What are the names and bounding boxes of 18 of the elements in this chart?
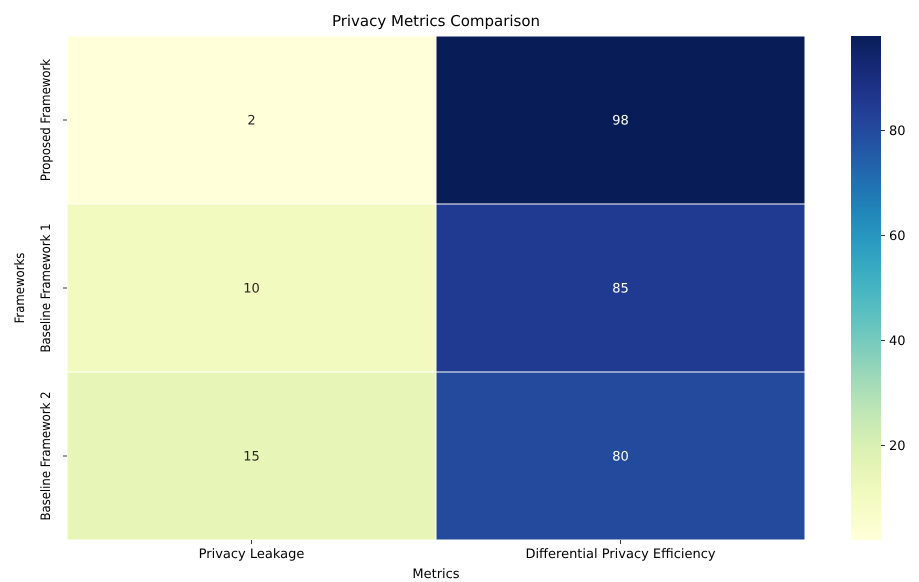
x-tick-label: Differential Privacy Efficiency: [525, 547, 716, 562]
color-bar-label: 80: [889, 124, 906, 140]
y-tick-label: Baseline Framework 1: [39, 223, 54, 353]
y-tick-label: Baseline Framework 2: [39, 391, 54, 521]
data-label: 80: [612, 450, 629, 465]
color-bar-label: 60: [889, 229, 906, 244]
x-tick-label: Privacy Leakage: [198, 547, 304, 562]
color-bar-label: 40: [889, 334, 906, 350]
color-bar-label: 20: [889, 439, 906, 454]
y-axis-title: Frameworks: [13, 252, 28, 324]
x-axis-title: Metrics: [412, 567, 460, 582]
chart-title: Privacy Metrics Comparison: [332, 12, 540, 30]
data-label: 15: [243, 450, 260, 465]
data-label: 98: [612, 114, 629, 129]
data-label: 85: [612, 282, 629, 297]
data-label: 2: [247, 114, 256, 129]
y-tick-label: Proposed Framework: [39, 58, 54, 182]
data-label: 10: [243, 282, 260, 297]
